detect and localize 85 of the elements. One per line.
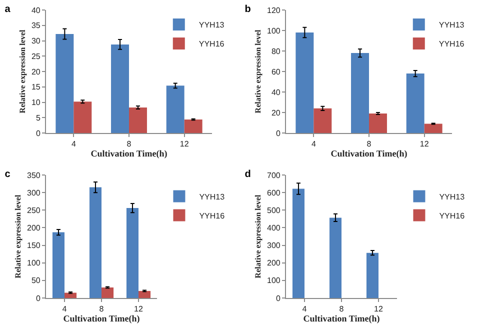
x-tick-label: 12 <box>180 140 190 149</box>
bar <box>351 53 369 133</box>
y-axis-title: Relative expression level <box>14 194 23 278</box>
legend-label: YYH16 <box>198 40 225 49</box>
bar <box>314 108 332 133</box>
x-tick-label: 4 <box>62 304 68 314</box>
x-tick-label: 12 <box>374 304 384 314</box>
y-tick-label: 35 <box>31 21 41 30</box>
x-axis-title: Cultivation Time(h) <box>330 148 408 159</box>
y-tick-label: 100 <box>267 276 281 286</box>
x-axis-title: Cultivation Time(h) <box>90 148 168 159</box>
legend-label: YYH13 <box>198 20 225 30</box>
y-tick-label: 20 <box>31 67 41 76</box>
y-tick-label: 30 <box>31 36 41 46</box>
y-tick-label: 25 <box>31 52 41 61</box>
y-tick-label: 120 <box>267 6 281 15</box>
y-axis-title: Relative expression level <box>254 194 263 278</box>
legend-label: YYH16 <box>199 211 226 220</box>
y-tick-label: 350 <box>27 170 41 180</box>
y-tick-label: 400 <box>267 224 281 233</box>
y-axis-title: Relative expression level <box>254 29 263 114</box>
legend-label: YYH13 <box>439 192 466 202</box>
y-tick-label: 300 <box>27 188 41 198</box>
y-tick-label: 200 <box>27 224 41 233</box>
legend-label: YYH13 <box>438 20 465 30</box>
y-tick-label: 20 <box>271 108 281 118</box>
y-tick-label: 40 <box>31 6 41 15</box>
y-tick-label: 40 <box>271 88 281 97</box>
bar <box>329 218 342 298</box>
bar <box>296 32 314 133</box>
x-tick-label: 8 <box>126 140 132 149</box>
bar <box>129 107 147 133</box>
y-tick-label: 15 <box>31 82 41 92</box>
chart-title: a <box>4 4 11 15</box>
legend-label: YYH16 <box>438 40 465 49</box>
y-tick-label: 300 <box>267 241 281 250</box>
x-tick-label: 4 <box>311 140 316 149</box>
x-tick-label: 8 <box>366 140 372 149</box>
bar <box>138 290 151 298</box>
bar <box>406 74 424 133</box>
y-tick-label: 5 <box>36 113 41 122</box>
y-tick-label: 50 <box>31 276 41 286</box>
bar <box>74 102 92 133</box>
y-tick-label: 500 <box>267 206 281 215</box>
x-tick-label: 4 <box>71 140 76 149</box>
x-tick-label: 12 <box>420 140 430 149</box>
bar <box>102 287 114 298</box>
bar <box>166 86 184 133</box>
bar <box>369 114 387 133</box>
bar <box>366 252 378 298</box>
y-tick-label: 0 <box>36 294 41 303</box>
y-tick-label: 80 <box>271 46 281 56</box>
x-axis-title: Cultivation Time(h) <box>303 314 380 324</box>
x-tick-label: 4 <box>302 304 308 314</box>
bar <box>56 34 74 133</box>
bar <box>111 44 129 133</box>
x-tick-label: 12 <box>134 304 144 314</box>
y-tick-label: 10 <box>31 98 41 108</box>
y-tick-label: 150 <box>27 241 41 250</box>
bar <box>424 124 442 133</box>
legend-label: YYH16 <box>439 211 466 220</box>
bar <box>292 188 304 298</box>
y-tick-label: 200 <box>267 258 281 268</box>
legend-label: YYH13 <box>199 192 226 202</box>
y-tick-label: 700 <box>267 170 281 180</box>
y-tick-label: 600 <box>267 188 281 198</box>
x-axis-title: Cultivation Time(h) <box>63 314 140 324</box>
chart-title: d <box>244 168 251 180</box>
y-tick-label: 60 <box>271 67 281 76</box>
chart-title: b <box>244 4 251 15</box>
y-tick-label: 0 <box>36 128 41 138</box>
bar <box>184 119 202 133</box>
y-axis-title: Relative expression level <box>18 29 28 114</box>
bar <box>126 208 138 298</box>
x-tick-label: 8 <box>99 304 104 314</box>
x-tick-label: 8 <box>339 304 344 314</box>
y-tick-label: 0 <box>276 294 281 303</box>
y-tick-label: 100 <box>267 26 281 36</box>
chart-title: c <box>4 168 11 180</box>
bar <box>89 187 102 298</box>
y-tick-label: 250 <box>27 206 41 215</box>
y-tick-label: 0 <box>276 128 281 138</box>
bar <box>52 232 64 298</box>
bar <box>64 292 77 298</box>
y-tick-label: 100 <box>27 258 41 268</box>
